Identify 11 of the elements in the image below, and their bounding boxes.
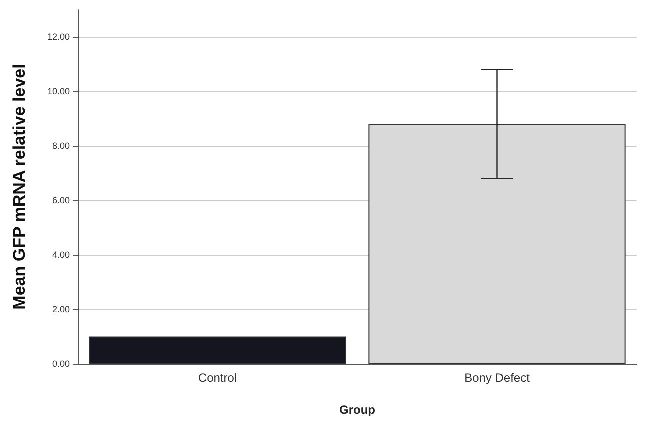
y-axis-title: Mean GFP mRNA relative level xyxy=(10,64,29,310)
y-tick-label: 2.00 xyxy=(52,304,70,315)
y-tick-label: 10.00 xyxy=(47,86,70,97)
x-tick-label: Control xyxy=(198,371,238,385)
x-axis-title: Group xyxy=(340,403,376,417)
y-tick-label: 0.00 xyxy=(52,359,70,369)
y-tick-label: 8.00 xyxy=(52,141,70,152)
y-tick-label: 4.00 xyxy=(52,250,70,260)
y-tick-label: 12.00 xyxy=(47,32,70,42)
x-tick-label: Bony Defect xyxy=(464,371,531,385)
y-tick-label: 6.00 xyxy=(52,196,70,206)
